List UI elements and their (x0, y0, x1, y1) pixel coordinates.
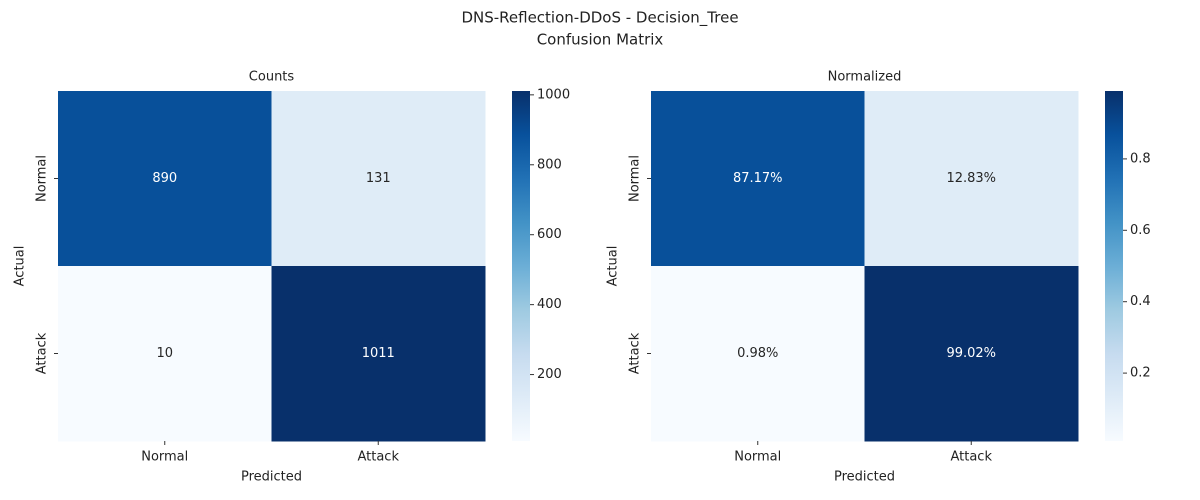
heatmap-cell (651, 91, 865, 267)
cell-label: 99.02% (946, 346, 996, 361)
x-tick-label: Attack (950, 450, 992, 465)
y-tick-label: Attack (628, 332, 643, 374)
cell-label: 12.83% (946, 171, 996, 186)
x-tick-label: Normal (734, 450, 781, 465)
heatmap-cell (271, 91, 486, 267)
colorbar-tick-label: 0.8 (1130, 151, 1151, 166)
y-axis-label: Actual (13, 246, 28, 287)
cell-label: 10 (156, 346, 173, 361)
y-axis-label: Actual (606, 246, 621, 287)
heatmap-cell (58, 91, 272, 267)
y-tick-label: Normal (628, 155, 643, 202)
cell-label: 0.98% (737, 346, 778, 361)
colorbar-tick-label: 0.6 (1130, 223, 1151, 238)
heatmap-cell (864, 266, 1079, 442)
figure-subtitle: Confusion Matrix (537, 31, 664, 49)
colorbar (512, 91, 530, 441)
colorbar-tick-label: 200 (537, 367, 562, 382)
x-tick-label: Attack (357, 450, 399, 465)
colorbar-tick-label: 0.2 (1130, 366, 1151, 381)
subplot-title: Counts (249, 70, 295, 85)
figure-title: DNS-Reflection-DDoS - Decision_Tree (461, 9, 738, 28)
heatmap-cell (651, 266, 865, 442)
cell-label: 131 (366, 171, 391, 186)
heatmap-cell (58, 266, 272, 442)
colorbar-tick-label: 800 (537, 157, 562, 172)
x-tick-label: Normal (141, 450, 188, 465)
x-axis-label: Predicted (834, 470, 895, 485)
subplot-title: Normalized (828, 70, 902, 85)
colorbar-tick-label: 0.4 (1130, 294, 1151, 309)
x-axis-label: Predicted (241, 470, 302, 485)
colorbar (1105, 91, 1123, 441)
colorbar-tick-label: 400 (537, 297, 562, 312)
colorbar-tick-label: 1000 (537, 87, 570, 102)
y-tick-label: Attack (35, 332, 50, 374)
y-tick-label: Normal (35, 155, 50, 202)
cell-label: 87.17% (733, 171, 783, 186)
heatmap-cell (271, 266, 486, 442)
colorbar-tick-label: 600 (537, 227, 562, 242)
heatmap-cell (864, 91, 1079, 267)
cell-label: 1011 (362, 346, 395, 361)
cell-label: 890 (152, 171, 177, 186)
